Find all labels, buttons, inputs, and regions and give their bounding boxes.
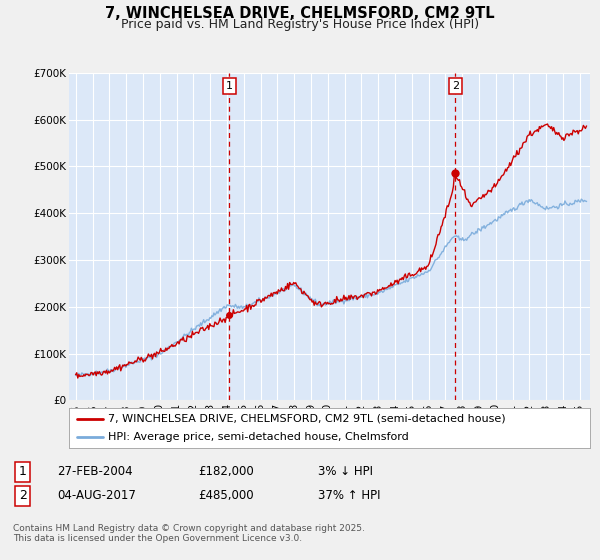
Text: £485,000: £485,000 [198, 489, 254, 502]
Text: HPI: Average price, semi-detached house, Chelmsford: HPI: Average price, semi-detached house,… [108, 432, 409, 442]
Text: 1: 1 [19, 465, 27, 478]
Text: £182,000: £182,000 [198, 465, 254, 478]
Text: Price paid vs. HM Land Registry's House Price Index (HPI): Price paid vs. HM Land Registry's House … [121, 18, 479, 31]
Text: 3% ↓ HPI: 3% ↓ HPI [318, 465, 373, 478]
Text: 37% ↑ HPI: 37% ↑ HPI [318, 489, 380, 502]
Text: 7, WINCHELSEA DRIVE, CHELMSFORD, CM2 9TL: 7, WINCHELSEA DRIVE, CHELMSFORD, CM2 9TL [105, 6, 495, 21]
Text: 27-FEB-2004: 27-FEB-2004 [57, 465, 133, 478]
Text: 2: 2 [452, 81, 459, 91]
Text: 04-AUG-2017: 04-AUG-2017 [57, 489, 136, 502]
Text: 7, WINCHELSEA DRIVE, CHELMSFORD, CM2 9TL (semi-detached house): 7, WINCHELSEA DRIVE, CHELMSFORD, CM2 9TL… [108, 414, 506, 424]
Text: 1: 1 [226, 81, 233, 91]
Text: 2: 2 [19, 489, 27, 502]
Text: Contains HM Land Registry data © Crown copyright and database right 2025.
This d: Contains HM Land Registry data © Crown c… [13, 524, 365, 543]
